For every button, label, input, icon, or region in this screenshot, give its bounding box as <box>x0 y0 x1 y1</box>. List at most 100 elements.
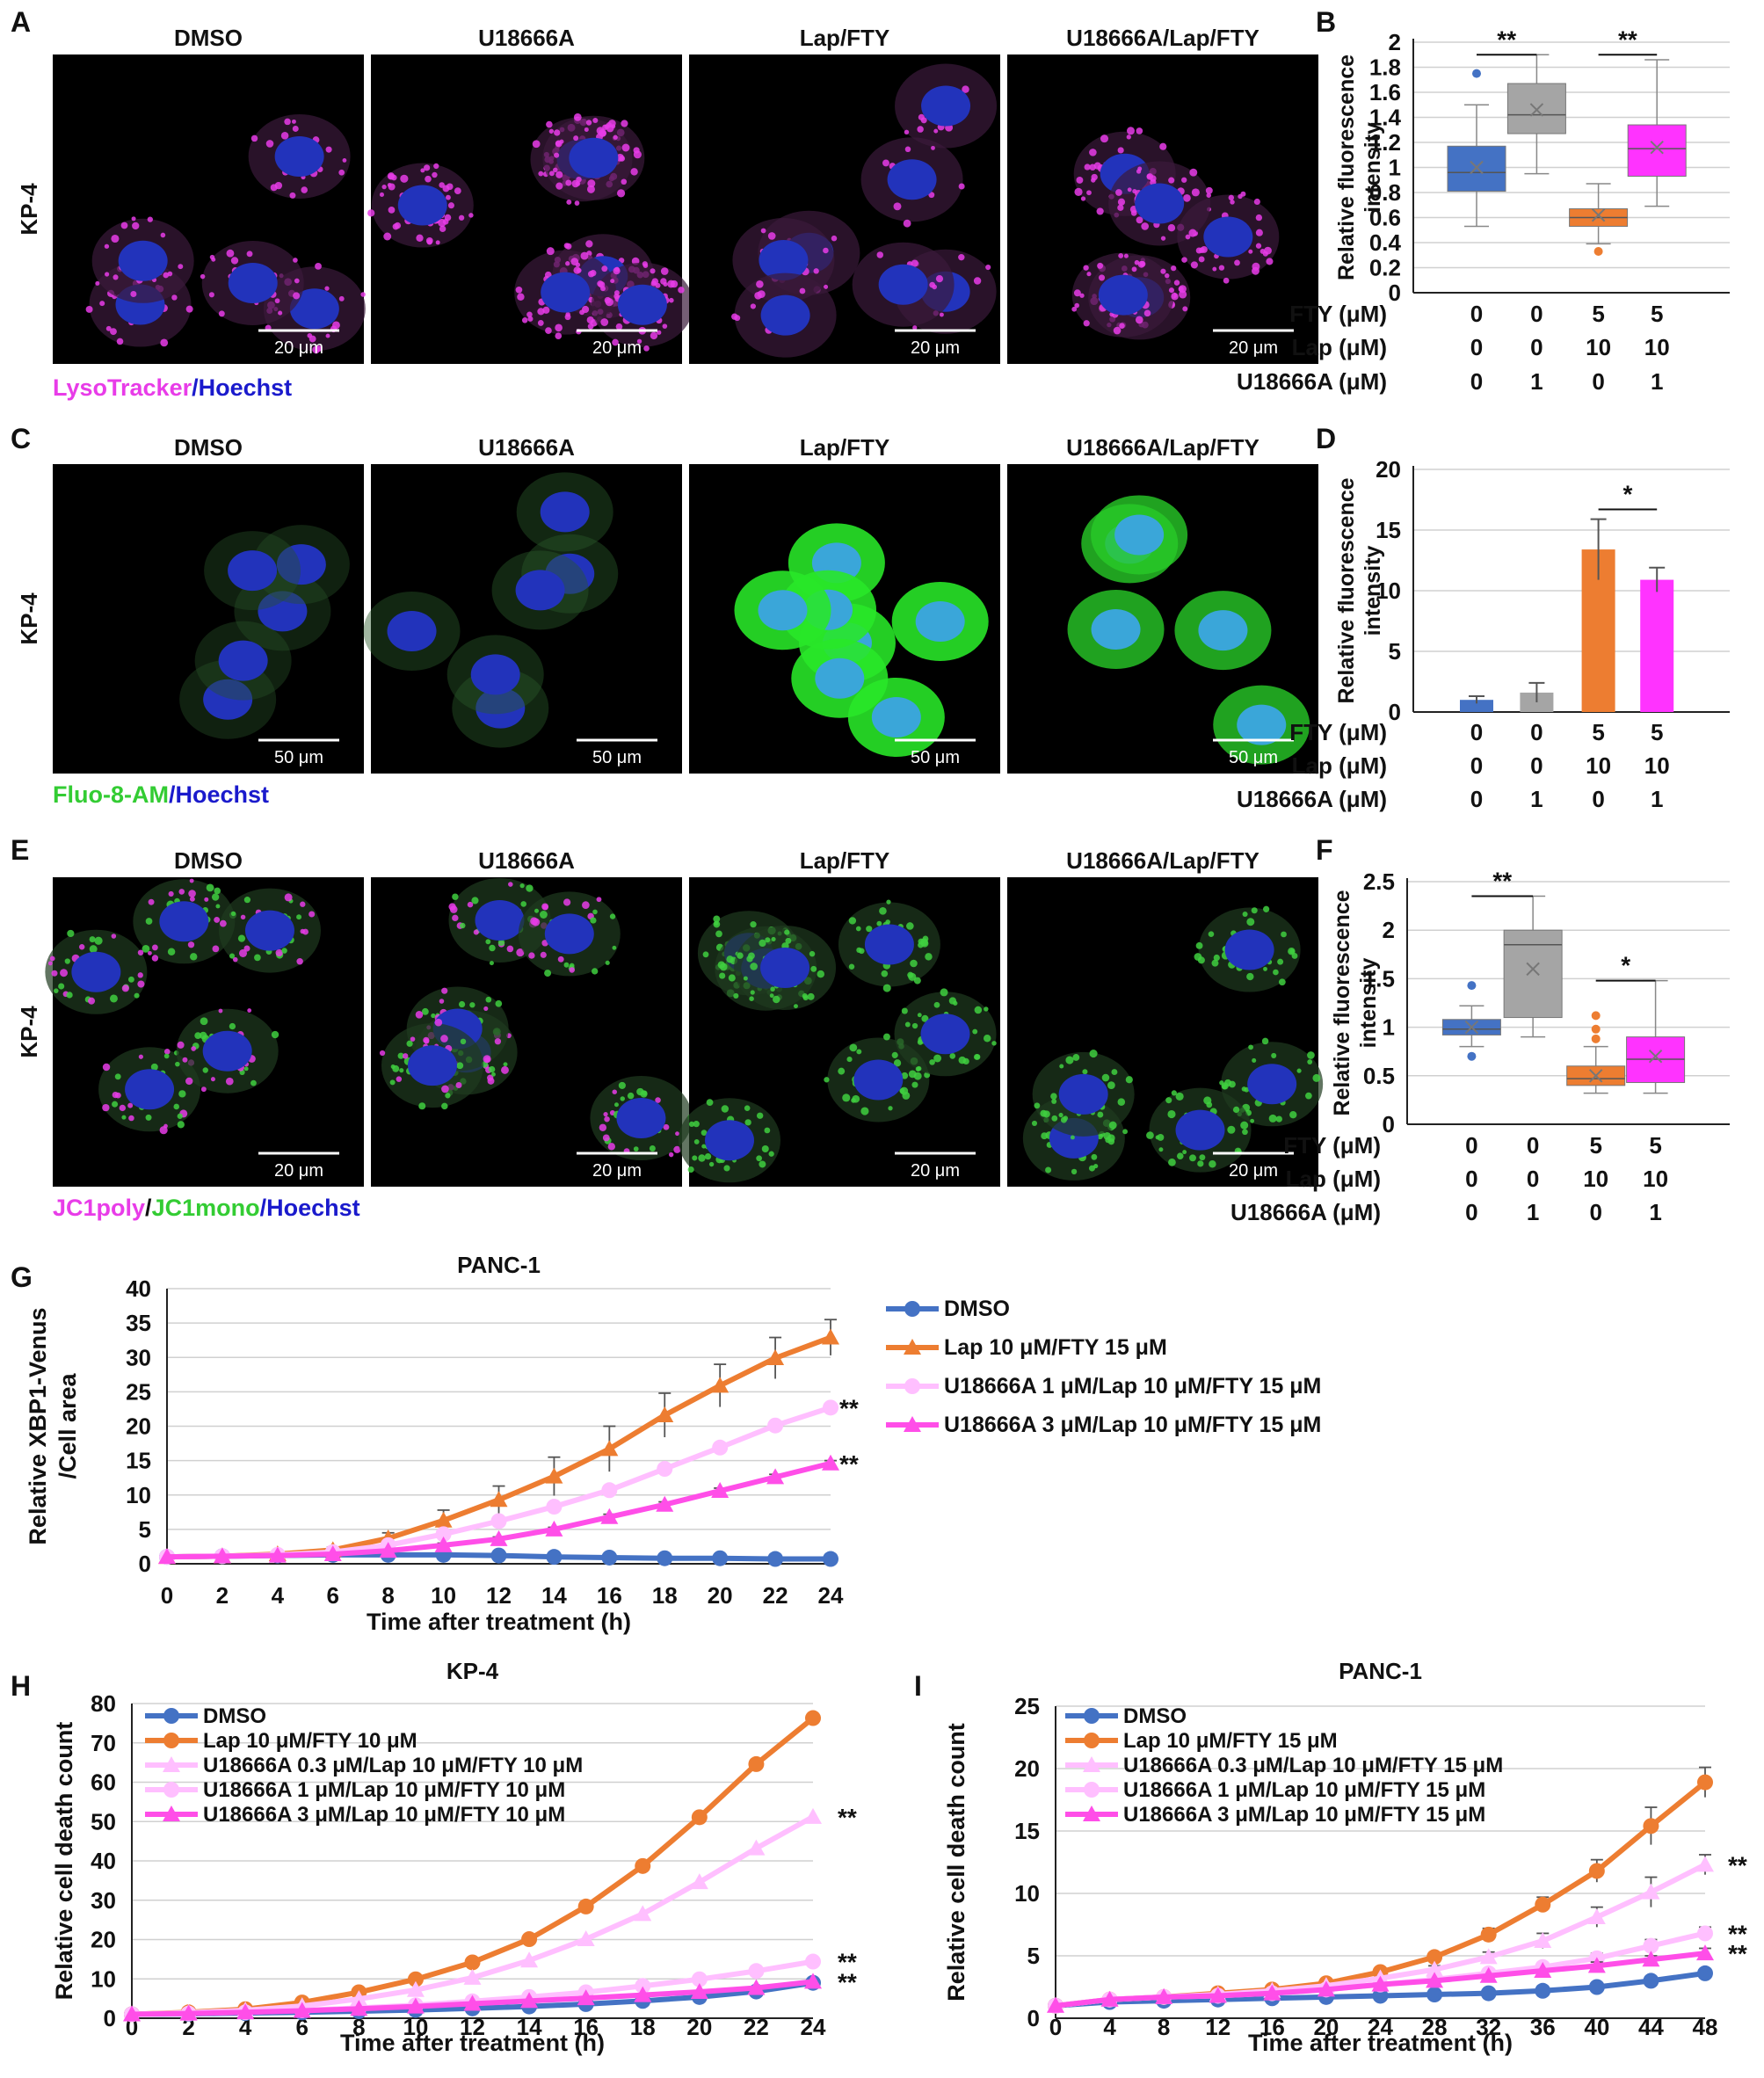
puncta <box>810 965 817 972</box>
nucleus <box>921 85 971 127</box>
puncta <box>1135 316 1143 324</box>
puncta <box>603 1111 608 1117</box>
x-tick-label: 12 <box>1205 2014 1230 2040</box>
puncta <box>744 1119 751 1126</box>
puncta <box>1072 1054 1080 1061</box>
puncta <box>1050 1093 1057 1100</box>
puncta <box>1089 1050 1098 1058</box>
puncta <box>903 219 911 228</box>
puncta <box>882 159 889 167</box>
data-point <box>350 2000 368 2016</box>
x-tick-label: 14 <box>541 1582 567 1609</box>
stain-legend-part: JC1mono <box>152 1195 260 1221</box>
puncta <box>185 305 193 313</box>
puncta <box>1171 265 1177 272</box>
puncta <box>296 914 302 920</box>
puncta <box>600 318 609 326</box>
puncta <box>1171 293 1179 301</box>
puncta <box>338 295 345 302</box>
puncta <box>858 948 865 955</box>
puncta <box>1255 214 1263 222</box>
puncta <box>1232 1106 1240 1114</box>
puncta <box>1098 274 1106 281</box>
puncta <box>302 928 309 935</box>
data-point <box>1100 1990 1119 2007</box>
puncta <box>325 333 330 338</box>
data-point <box>545 1520 563 1537</box>
puncta <box>706 1099 714 1107</box>
x-tick-label: 40 <box>1584 2014 1609 2040</box>
significance-label: ** <box>838 1949 857 1976</box>
panel-a: A KP-4 DMSO 20 μm U18666A 20 μm Lap/FTY 20 μm U1… <box>11 6 1318 401</box>
nucleus <box>202 1030 252 1072</box>
puncta <box>939 312 944 317</box>
puncta <box>532 140 541 149</box>
data-point <box>634 1986 652 2002</box>
scale-bar-label: 20 μm <box>911 338 960 358</box>
puncta <box>399 1068 404 1073</box>
puncta <box>1042 1110 1050 1118</box>
data-point <box>904 1416 921 1432</box>
puncta <box>750 990 755 995</box>
puncta <box>1167 223 1176 232</box>
puncta <box>667 280 675 288</box>
y-tick-label: 15 <box>126 1448 151 1474</box>
puncta <box>563 898 571 906</box>
legend-label: U18666A 3 μM/Lap 10 μM/FTY 10 μM <box>203 1803 565 1827</box>
x-tick-label: 8 <box>381 1582 394 1609</box>
puncta <box>1273 969 1279 976</box>
puncta <box>1181 257 1187 263</box>
puncta <box>973 277 982 285</box>
data-point <box>1642 1883 1660 1900</box>
y-tick-label: 35 <box>126 1310 151 1336</box>
puncta <box>1182 1150 1187 1155</box>
x-tick-label: 10 <box>403 2014 428 2040</box>
puncta <box>1117 204 1124 211</box>
puncta <box>243 897 251 904</box>
puncta <box>915 1066 921 1072</box>
y-tick-label: 70 <box>91 1730 116 1756</box>
y-tick-label: 0 <box>1389 699 1401 725</box>
puncta <box>526 884 534 892</box>
puncta <box>460 922 466 929</box>
puncta <box>541 903 549 911</box>
puncta <box>517 293 525 301</box>
data-point <box>1084 1708 1100 1724</box>
puncta <box>1176 1152 1184 1159</box>
stain-legend: JC1poly/JC1mono/Hoechst <box>53 1195 360 1221</box>
puncta <box>761 1145 769 1153</box>
puncta <box>194 1032 202 1040</box>
puncta <box>1165 1097 1172 1104</box>
scale-bar-label: 50 μm <box>592 748 642 767</box>
puncta <box>569 967 575 973</box>
puncta <box>585 240 593 248</box>
puncta <box>1198 256 1205 263</box>
puncta <box>1123 253 1129 258</box>
scale-bar-label: 50 μm <box>1229 748 1278 767</box>
puncta <box>602 1134 610 1142</box>
puncta <box>918 938 925 945</box>
puncta <box>1211 959 1219 967</box>
condition-value: 1 <box>1527 1199 1539 1225</box>
puncta <box>849 1043 858 1052</box>
puncta <box>917 126 924 133</box>
puncta <box>931 145 935 150</box>
puncta <box>293 258 298 263</box>
puncta <box>338 169 345 176</box>
puncta <box>209 254 215 260</box>
y-tick-label: 80 <box>91 1690 116 1717</box>
condition-value: 10 <box>1644 334 1670 360</box>
puncta <box>584 127 589 132</box>
puncta <box>49 955 55 962</box>
puncta <box>1091 178 1096 183</box>
puncta <box>636 338 642 344</box>
puncta <box>175 1061 180 1067</box>
nucleus <box>544 913 594 955</box>
legend-item: U18666A 1 μM/Lap 10 μM/FTY 15 μM <box>886 1374 1321 1399</box>
puncta <box>163 1053 170 1059</box>
data-point <box>711 1482 730 1499</box>
puncta <box>150 1063 158 1071</box>
puncta <box>663 281 668 287</box>
puncta <box>1031 1120 1038 1126</box>
